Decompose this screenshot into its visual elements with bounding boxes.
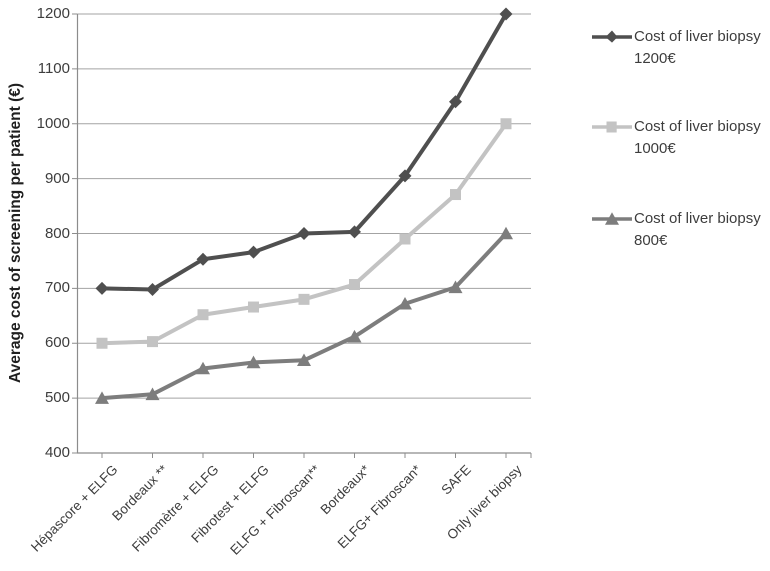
legend-label-line: Cost of liver biopsy [634,28,761,45]
y-tick-label: 1000 [36,114,70,132]
triangle-marker-icon [196,361,210,375]
square-marker-icon [298,293,310,305]
legend-label: Cost of liver biopsy 1200€ [634,26,761,70]
diamond-marker-icon [449,95,462,109]
diamond-marker-icon [398,169,412,183]
y-tick-label: 900 [44,169,70,187]
legend-triangle-swatch-icon [592,212,632,225]
y-tick-label: 1200 [36,5,70,22]
legend-square-swatch-icon [592,121,632,133]
series-line-0 [101,13,508,292]
diamond-marker-icon [95,281,109,295]
triangle-marker-icon [347,329,362,343]
diamond-marker-icon [297,227,311,240]
square-marker-icon [248,301,259,313]
y-tick-label: 700 [44,279,70,297]
legend-item: Cost of liver biopsy 1200€ [592,26,761,70]
legend-label: Cost of liver biopsy 800€ [634,208,761,252]
triangle-marker-icon [145,387,160,401]
legend-label-line: 800€ [634,232,668,249]
diamond-marker-icon [247,245,260,259]
square-marker-icon [147,336,158,348]
y-tick-label: 600 [44,334,70,352]
y-tick-label: 400 [44,444,70,461]
diamond-marker-icon [348,225,361,239]
legend-label: Cost of liver biopsy 1000€ [634,116,761,160]
triangle-marker-icon [297,353,311,367]
x-category-label: Hépascore + ELFG [28,462,121,555]
triangle-marker-icon [398,296,412,310]
triangle-marker-icon [499,226,513,240]
square-marker-icon [399,233,411,245]
y-tick-label: 500 [44,389,70,407]
x-category-label: SAFE [438,462,475,498]
legend-diamond-swatch-icon [592,30,632,43]
legend-item: Cost of liver biopsy 800€ [592,208,761,252]
legend-label-line: 1000€ [634,140,676,157]
legend-label-line: 1200€ [634,50,676,67]
square-marker-icon [197,309,209,321]
series-line-2 [101,232,508,401]
x-category-label: Fibromètre + ELFG [129,462,222,555]
diamond-marker-icon [499,7,513,21]
square-marker-icon [450,189,461,201]
triangle-marker-icon [448,280,463,294]
y-tick-label: 1100 [37,59,70,77]
triangle-marker-icon [95,391,109,404]
triangle-marker-icon [246,355,261,369]
legend-label-line: Cost of liver biopsy [634,118,761,135]
x-category-label: ELFG + Fibroscan** [226,462,323,558]
diamond-marker-icon [146,282,159,296]
square-marker-icon [349,279,360,291]
y-tick-label: 800 [44,224,70,242]
legend-label-line: Cost of liver biopsy [634,210,761,227]
plot-area [72,7,532,458]
legend-item: Cost of liver biopsy 1000€ [592,116,761,160]
square-marker-icon [96,337,108,349]
square-marker-icon [500,118,512,130]
diamond-marker-icon [196,252,210,266]
